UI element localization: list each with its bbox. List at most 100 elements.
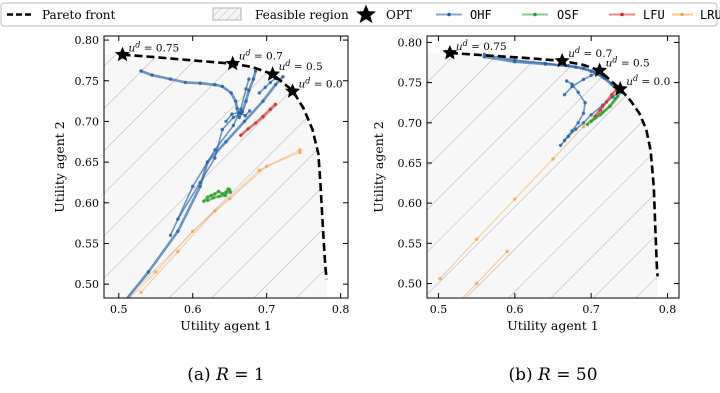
caption-b: (b) R = 50 — [508, 365, 597, 385]
ohf-point — [248, 109, 252, 113]
ohf-point — [237, 110, 241, 115]
opt-markers: ud = 0.75 ud = 0.7ud = 0.5 ud = 0.0 — [114, 41, 343, 98]
legend-label-lfu: LFU — [643, 8, 665, 22]
ohf-point — [247, 88, 251, 93]
lfu-point — [604, 100, 609, 104]
pareto-front-line — [122, 53, 328, 280]
osf-point — [205, 198, 210, 203]
ohf-point — [231, 123, 236, 128]
osf-point — [598, 113, 602, 117]
lru-point — [213, 209, 217, 213]
ohf-point — [574, 127, 578, 131]
legend-item-feasible: Feasible region — [212, 7, 349, 22]
ohf-point — [233, 99, 238, 103]
ohf-point — [482, 55, 486, 59]
opt-star — [284, 83, 301, 98]
opt-label: ud = 0.5 — [606, 56, 650, 70]
ohf-point — [220, 84, 224, 89]
opt-label: ud = 0.0 — [626, 74, 670, 88]
ohf-point — [150, 73, 154, 77]
x-axis-label: Utility agent 1 — [180, 318, 271, 333]
series-layer — [125, 69, 302, 298]
ohf-point — [231, 115, 236, 120]
lru-point — [154, 270, 158, 274]
caption-a: (a) R = 1 — [187, 365, 265, 385]
ohf-point — [576, 90, 580, 95]
lru-point — [505, 249, 509, 254]
lru-point — [452, 306, 455, 309]
osf-point — [217, 194, 221, 198]
legend-item-ohf: OHF — [436, 8, 492, 22]
opt-star — [612, 81, 628, 96]
ohf-point — [581, 77, 586, 82]
ohf-point — [581, 111, 586, 115]
x-tick-label: 0.8 — [332, 303, 350, 316]
opt-star — [591, 62, 608, 78]
ohf-point — [191, 184, 195, 189]
ohf-point — [273, 83, 278, 87]
y-tick-label: 0.75 — [398, 77, 423, 90]
y-axis-label: Utility agent 2 — [52, 121, 67, 212]
lru-point — [191, 229, 195, 233]
ohf-point — [198, 81, 202, 85]
feasible-region-swatch — [212, 7, 242, 21]
x-tick-label: 0.5 — [430, 303, 448, 316]
ohf-point — [230, 112, 234, 116]
osf-point — [228, 188, 232, 192]
osf-point — [585, 122, 590, 127]
lfu-point — [246, 127, 250, 131]
ohf-point — [253, 69, 258, 73]
ohf-point — [220, 127, 224, 132]
lfu-point — [239, 133, 243, 137]
ohf-point — [235, 106, 239, 111]
opt-label: ud = 0.0 — [299, 76, 343, 90]
ohf-point — [281, 75, 285, 79]
ohf-point — [176, 217, 180, 221]
feasible-region — [104, 54, 327, 298]
axis-ticks: 0.5 0.6 0.7 0.8 0.50 0.55 0.60 0.65 0.70 0.75 0.80 — [75, 34, 350, 316]
y-axis-label: Utility agent 2 — [371, 121, 386, 212]
x-tick-label: 0.5 — [110, 303, 128, 316]
ohf-point — [581, 121, 586, 125]
opt-label: ud = 0.75 — [456, 39, 507, 53]
lru-point — [474, 237, 479, 241]
lfu-point — [598, 108, 602, 112]
opt-star — [554, 52, 570, 68]
lru-point — [438, 277, 442, 281]
legend-label-opt: OPT — [386, 8, 412, 22]
legend: Pareto front Feasible region OPT OHF OSF… — [0, 2, 720, 27]
ohf-trajectory — [139, 69, 257, 119]
legend-item-pareto: Pareto front — [7, 8, 116, 22]
ohf-point — [240, 110, 244, 114]
lru-point — [265, 164, 269, 168]
ohf-point — [268, 80, 273, 85]
y-tick-label: 0.60 — [75, 197, 100, 210]
osf-point — [616, 94, 620, 99]
osf-point — [211, 196, 216, 200]
osf-point — [607, 105, 612, 109]
legend-item-osf: OSF — [522, 8, 579, 22]
legend-label-pareto: Pareto front — [42, 8, 116, 22]
y-tick-label: 0.65 — [75, 156, 100, 169]
ohf-swatch-marker — [447, 12, 451, 17]
lru-swatch-marker — [680, 12, 684, 17]
ohf-trajectory — [483, 53, 621, 89]
lru-point — [551, 157, 555, 161]
ohf-point — [213, 148, 217, 152]
osf-swatch-marker — [533, 12, 537, 17]
panel-b: ud = 0.75 ud = 0.7ud = 0.5 ud = 0.0 0.5 0.6… — [371, 35, 680, 385]
lru-point — [228, 197, 232, 201]
ohf-point — [257, 91, 261, 95]
lru-point — [139, 290, 143, 294]
opt-label: ud = 0.75 — [129, 41, 180, 55]
y-tick-label: 0.50 — [398, 278, 423, 291]
lru-point — [581, 125, 586, 129]
ohf-point — [139, 69, 143, 73]
legend-frame — [0, 2, 718, 27]
legend-label-lru: LRU — [700, 8, 720, 22]
ohf-point — [574, 65, 578, 70]
opt-star — [225, 55, 241, 71]
ohf-point — [583, 101, 587, 105]
opt-label: ud = 0.7 — [568, 46, 612, 60]
